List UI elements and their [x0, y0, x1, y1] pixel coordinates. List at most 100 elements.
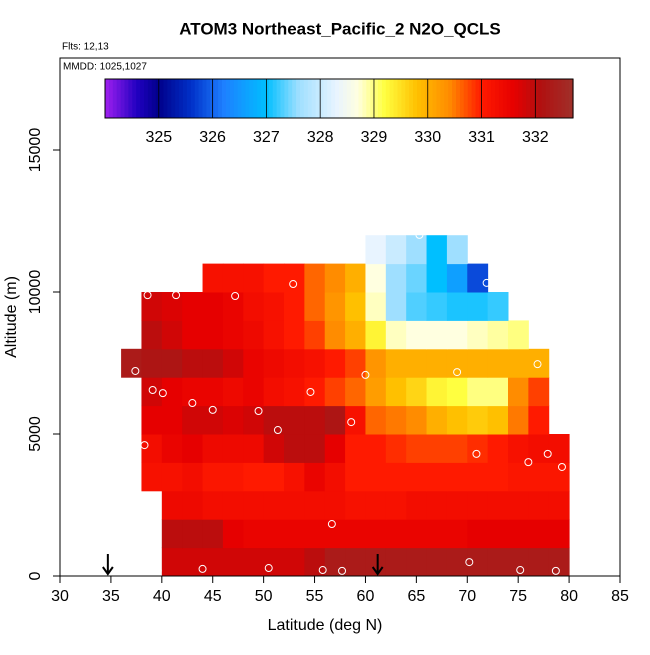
- colorbar-frame: [104, 78, 574, 119]
- heat-cell: [406, 547, 428, 577]
- colorbar-slice: [249, 79, 254, 118]
- heat-cell: [284, 405, 305, 435]
- colorbar-slice: [385, 79, 391, 118]
- heat-cell: [263, 292, 285, 321]
- heat-cell: [304, 348, 326, 378]
- heat-cell: [243, 320, 265, 350]
- colorbar-slice: [261, 79, 266, 118]
- position-arrow: [371, 554, 384, 576]
- heat-cell: [161, 490, 183, 520]
- y-tick-label: 15000: [27, 128, 44, 173]
- heat-cell: [182, 547, 204, 577]
- sample-point: [338, 566, 347, 575]
- colorbar-slice: [300, 79, 305, 118]
- colorbar-slice: [549, 79, 555, 118]
- heat-cell: [446, 519, 468, 549]
- sample-point: [198, 564, 207, 573]
- colorbar-slice: [346, 79, 352, 118]
- colorbar-slice: [323, 79, 328, 118]
- heat-cell: [304, 434, 326, 463]
- colorbar-slice: [393, 79, 399, 118]
- sample-point: [140, 441, 149, 450]
- heat-cell: [508, 405, 529, 435]
- heat-cell: [182, 377, 204, 407]
- heat-cell: [365, 235, 387, 265]
- sample-point: [453, 368, 462, 377]
- colorbar-tick-label: 325: [145, 129, 172, 146]
- colorbar-slice: [534, 79, 539, 118]
- heat-cell: [385, 320, 407, 350]
- colorbar-slice: [413, 79, 418, 118]
- colorbar-slice: [163, 79, 168, 118]
- heat-cell: [487, 462, 509, 492]
- colorbar-slice: [358, 79, 363, 118]
- heat-cell: [345, 263, 366, 293]
- heat-cell: [345, 292, 366, 321]
- heat-cell: [406, 292, 428, 321]
- x-tick-label: 40: [153, 588, 171, 605]
- heat-cell: [365, 263, 387, 293]
- colorbar-slice: [136, 79, 141, 118]
- y-tick-label: 5000: [27, 416, 44, 452]
- x-tick-label: 65: [407, 588, 425, 605]
- position-arrow: [102, 554, 114, 576]
- heat-cell: [446, 263, 468, 293]
- colorbar-slice: [128, 79, 133, 118]
- heat-cell: [508, 348, 529, 378]
- heat-cell: [406, 377, 428, 407]
- colorbar-slice: [327, 79, 332, 118]
- colorbar-slice: [183, 79, 188, 118]
- heat-cell: [508, 377, 529, 407]
- colorbar-slice: [276, 79, 282, 118]
- colorbar-slice: [545, 79, 551, 118]
- heat-cell: [548, 434, 570, 463]
- colorbar-tick-label: 326: [199, 129, 226, 146]
- heat-cell: [487, 547, 509, 577]
- heat-cell: [324, 377, 346, 407]
- colorbar-slice: [284, 79, 289, 118]
- colorbar-tick-label: 327: [253, 129, 280, 146]
- colorbar-slice: [541, 79, 547, 118]
- heat-cell: [385, 377, 407, 407]
- heat-cell: [446, 348, 468, 378]
- y-tick-label: 0: [27, 571, 44, 580]
- heat-cell: [446, 405, 468, 435]
- sample-point: [152, 533, 161, 542]
- heat-cell: [385, 263, 407, 293]
- heat-cell: [222, 434, 244, 463]
- heat-cell: [324, 320, 346, 350]
- heat-cell: [202, 263, 224, 293]
- colorbar-slice: [459, 79, 465, 118]
- heat-cell: [141, 348, 163, 378]
- heat-cell: [222, 320, 244, 350]
- colorbar-slice: [553, 79, 558, 118]
- colorbar-slice: [362, 79, 367, 118]
- sample-point: [347, 418, 356, 427]
- heat-cell: [243, 405, 265, 435]
- heat-cell: [263, 462, 285, 492]
- heat-cell: [304, 547, 326, 577]
- colorbar-slice: [167, 79, 172, 118]
- sample-point: [551, 566, 560, 575]
- heat-cell: [324, 434, 346, 463]
- heat-cell: [548, 519, 570, 549]
- heat-cell: [141, 462, 163, 492]
- heat-cell: [487, 434, 509, 463]
- heat-cell: [406, 434, 428, 463]
- x-tick-label: 35: [102, 588, 120, 605]
- colorbar-slice: [179, 79, 184, 118]
- heat-cell: [161, 462, 183, 492]
- sample-point: [327, 520, 336, 529]
- colorbar-slice: [186, 79, 192, 118]
- heat-cell: [528, 519, 550, 549]
- heat-cell: [222, 490, 244, 520]
- heat-cell: [345, 348, 366, 378]
- colorbar-slice: [557, 79, 562, 118]
- colorbar-slice: [397, 79, 402, 118]
- heat-cell: [548, 547, 570, 577]
- colorbar-slice: [444, 79, 449, 118]
- heat-cell: [385, 434, 407, 463]
- heat-cell: [141, 320, 163, 350]
- colorbar-slice: [440, 79, 445, 118]
- flights-note: Flts: 12,13: [62, 42, 109, 53]
